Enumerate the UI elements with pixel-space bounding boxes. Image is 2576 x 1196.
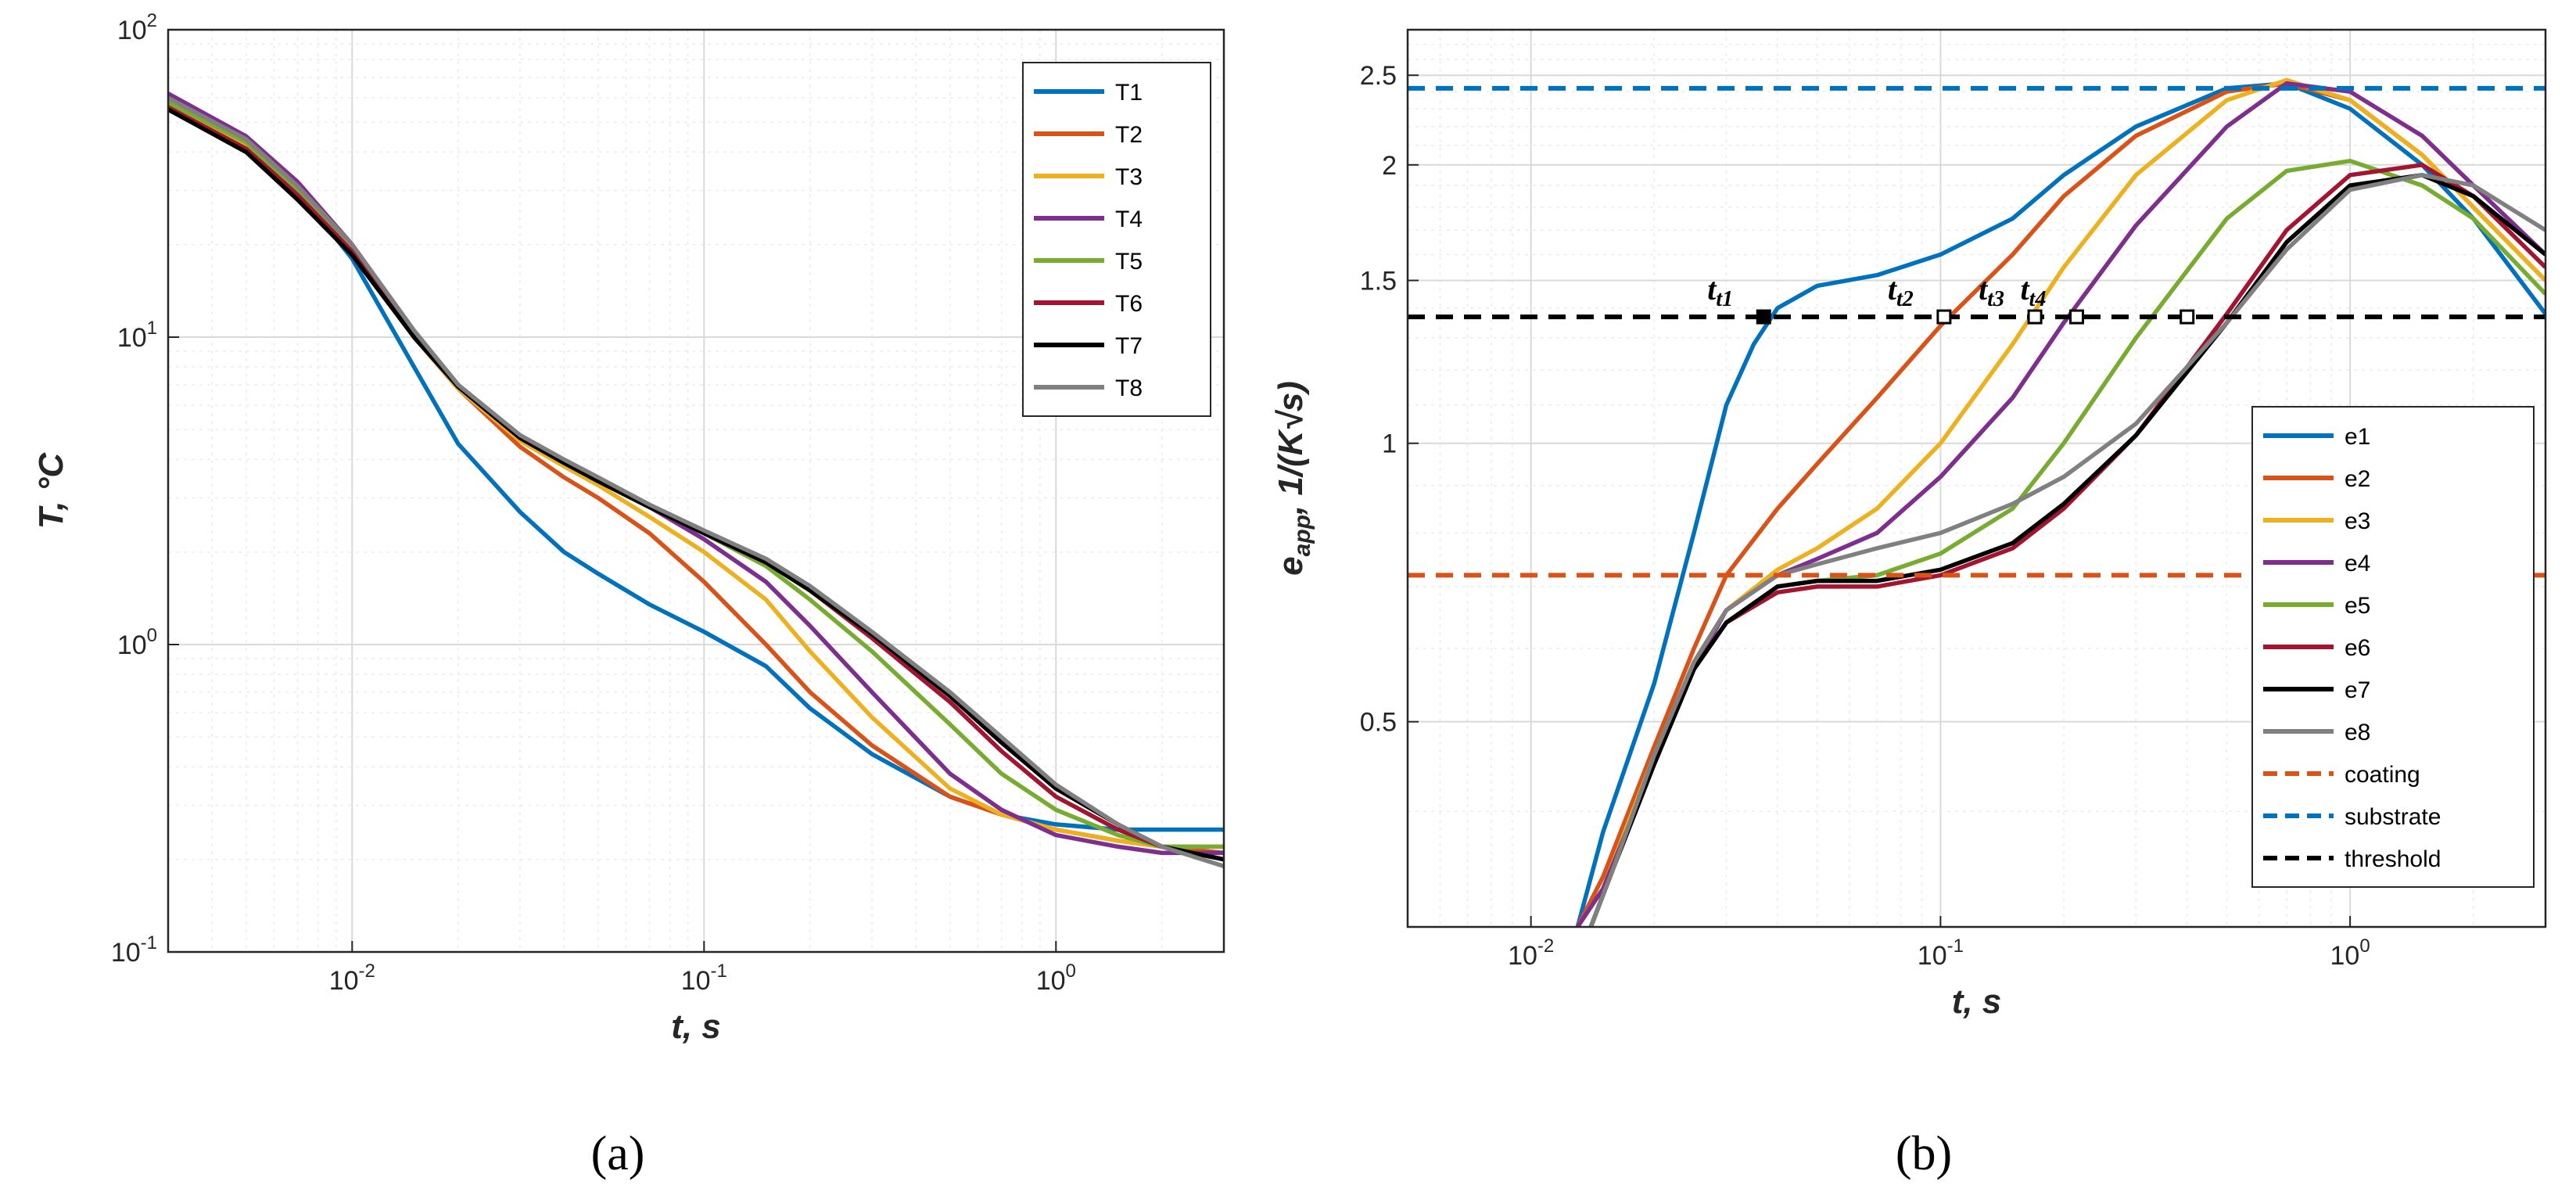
- legend-label: coating: [2345, 762, 2420, 788]
- marker-label: tt1: [1707, 271, 1733, 311]
- legend-label: e6: [2345, 635, 2370, 661]
- y-tick-label: 100: [117, 625, 157, 660]
- legend-label: T5: [1115, 249, 1143, 275]
- x-tick-label: 10-2: [1508, 936, 1554, 971]
- series-line-e8: [1588, 173, 2546, 927]
- legend-label: e5: [2345, 593, 2370, 619]
- legend-label: e1: [2345, 424, 2370, 450]
- legend-box: [1022, 62, 1211, 417]
- series-line-e1: [1575, 81, 2546, 927]
- x-tick-label: 10-1: [681, 961, 727, 996]
- legend-label: e3: [2345, 508, 2370, 534]
- legend-label: threshold: [2345, 846, 2441, 872]
- y-tick-label: 2.5: [1360, 61, 1397, 91]
- x-tick-label: 10-1: [1918, 936, 1964, 971]
- legend-label: e8: [2345, 720, 2370, 745]
- x-axis-label: t, s: [1952, 982, 2002, 1021]
- legend-label: e7: [2345, 677, 2370, 703]
- legend: e1 e2 e3 e4 e5 e6 e7 e8 coating substrate threshol…: [2251, 406, 2535, 888]
- y-tick-label: 10-1: [111, 932, 157, 968]
- series-group: [168, 92, 1224, 869]
- series-group: [1408, 77, 2546, 927]
- x-tick-label: 100: [1036, 961, 1076, 996]
- legend-label: T7: [1115, 333, 1143, 359]
- threshold-marker: [1756, 309, 1771, 325]
- x-tick-label: 100: [2330, 936, 2370, 971]
- x-tick-label: 10-2: [329, 961, 375, 996]
- y-axis-label: T, °C: [32, 452, 70, 530]
- y-axis-label: eapp, 1/(K√s): [1272, 381, 1315, 576]
- legend-label: T8: [1115, 375, 1143, 401]
- marker-label: tt2: [1888, 271, 1914, 311]
- panel-b-chart: tt1 tt2 tt3 tt4 10-2 10-1 100 0.5 1 1.5 2 2.5 t, s ea…: [1272, 28, 2547, 1021]
- series-line-e7: [1588, 173, 2546, 927]
- legend-label: e2: [2345, 466, 2370, 492]
- legend-label: T1: [1115, 80, 1143, 106]
- legend-label: T2: [1115, 122, 1143, 148]
- y-tick-label: 2: [1382, 151, 1397, 181]
- y-tick-label: 102: [117, 10, 157, 45]
- series-line-T1: [168, 100, 1224, 832]
- series-line-T7: [168, 107, 1224, 862]
- threshold-marker: [2068, 309, 2084, 325]
- legend-label: substrate: [2345, 804, 2441, 830]
- y-tick-label: 0.5: [1360, 708, 1397, 738]
- threshold-marker: [2180, 309, 2195, 325]
- legend-label: T4: [1115, 207, 1143, 232]
- y-tick-label: 1: [1382, 429, 1397, 459]
- legend: T1 T2 T3 T4 T5 T6 T7 T8: [1022, 62, 1211, 417]
- caption-a: (a): [591, 1127, 645, 1180]
- threshold-marker: [2027, 309, 2043, 325]
- marker-label: tt3: [1979, 271, 2004, 311]
- threshold-marker: [1936, 309, 1952, 325]
- y-tick-label: 1.5: [1360, 267, 1397, 296]
- axes-box: [1406, 28, 2547, 928]
- legend-label: e4: [2345, 551, 2370, 576]
- marker-label: tt4: [2020, 271, 2046, 311]
- x-axis-label: t, s: [671, 1007, 721, 1046]
- series-line-T8: [168, 95, 1224, 869]
- axes-box: [167, 28, 1225, 954]
- legend-label: T3: [1115, 164, 1143, 190]
- caption-b: (b): [1896, 1127, 1952, 1180]
- y-tick-label: 101: [117, 318, 157, 353]
- legend-label: T6: [1115, 291, 1143, 317]
